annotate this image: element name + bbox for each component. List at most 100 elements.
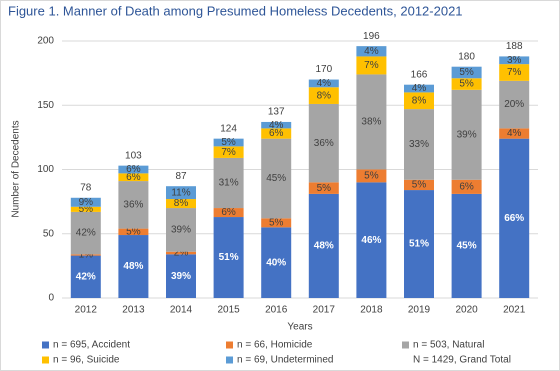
bar-segment (213, 146, 244, 158)
value-label: 42% (76, 271, 96, 282)
value-label: 4% (364, 46, 379, 57)
bar-segment (404, 109, 434, 180)
value-label: 5% (79, 204, 94, 215)
value-label: 4% (269, 120, 284, 131)
bar-segment (213, 217, 244, 298)
bar-segment (70, 197, 101, 207)
bar-segment (70, 254, 101, 256)
bar-segment (118, 235, 149, 298)
bar-segment (261, 121, 292, 129)
bar-segment (499, 80, 530, 129)
bar-segment (213, 138, 244, 147)
x-tick-label: 2020 (455, 305, 478, 316)
legend-swatch (226, 356, 233, 364)
bar-segment (451, 78, 482, 90)
total-label: 78 (80, 182, 92, 193)
value-label: 45% (457, 241, 477, 252)
value-label: 4% (412, 83, 427, 94)
value-label: 42% (76, 228, 96, 239)
value-label: 48% (123, 261, 143, 272)
value-label: 20% (504, 99, 524, 110)
bar-segment (499, 138, 530, 298)
value-label: 2% (174, 248, 189, 259)
bar-segment (213, 208, 244, 218)
y-tick-label: 0 (48, 293, 54, 304)
legend-swatch (42, 341, 49, 349)
legend-label: n = 66, Homicide (237, 340, 313, 351)
bar-segment (118, 165, 149, 174)
value-label: 8% (317, 90, 332, 101)
bar-segment (166, 254, 196, 298)
value-label: 9% (79, 197, 94, 208)
bar-segment (499, 64, 530, 81)
value-label: 6% (459, 181, 474, 192)
x-tick-label: 2016 (265, 305, 288, 316)
value-label: 7% (221, 147, 236, 158)
value-label: 5% (364, 171, 379, 182)
total-label: 166 (411, 69, 428, 80)
total-label: 196 (363, 31, 380, 42)
bar-segment (499, 56, 530, 65)
bar-segment (308, 193, 339, 298)
value-label: 6% (126, 172, 141, 183)
total-label: 170 (315, 64, 332, 75)
value-label: 4% (317, 78, 332, 89)
x-tick-label: 2014 (170, 305, 193, 316)
total-label: 87 (175, 171, 187, 182)
bar-segment (261, 227, 292, 298)
bar-segment (118, 228, 149, 236)
legend-note: N = 1429, Grand Total (413, 355, 511, 366)
legend-label: n = 96, Suicide (53, 355, 120, 366)
value-label: 39% (171, 225, 191, 236)
x-tick-label: 2021 (503, 305, 526, 316)
value-label: 5% (459, 79, 474, 90)
value-label: 51% (409, 239, 429, 250)
bar-segment (70, 255, 101, 298)
bar-segment (166, 199, 196, 209)
value-label: 4% (507, 128, 522, 139)
value-label: 31% (219, 178, 239, 189)
x-axis-label: Years (287, 322, 312, 333)
total-label: 180 (458, 51, 475, 62)
x-tick-label: 2017 (313, 305, 336, 316)
bar-segment (118, 173, 149, 182)
bar-segment (70, 206, 101, 212)
value-label: 5% (126, 226, 141, 237)
legend-swatch (226, 341, 233, 349)
bar-segment (451, 66, 482, 79)
bar-segment (356, 169, 387, 183)
total-label: 103 (125, 150, 142, 161)
bar-segment (404, 190, 434, 298)
bar-segment (356, 74, 387, 170)
value-label: 33% (409, 139, 429, 150)
total-label: 124 (220, 123, 237, 134)
bar-segment (261, 128, 292, 139)
bar-segment (308, 103, 339, 183)
legend-swatch (402, 341, 409, 349)
value-label: 1% (79, 250, 94, 261)
bar-segment (70, 211, 101, 255)
bar-segment (308, 79, 339, 88)
bar-segment (404, 179, 434, 191)
bar-segment (356, 46, 387, 57)
value-label: 3% (507, 55, 522, 66)
y-tick-label: 150 (37, 100, 54, 111)
x-tick-label: 2015 (217, 305, 240, 316)
value-label: 7% (364, 60, 379, 71)
bar-segment (213, 157, 244, 209)
bar-segment (166, 208, 196, 252)
value-label: 6% (269, 128, 284, 139)
total-label: 137 (268, 107, 285, 118)
value-label: 8% (412, 95, 427, 106)
y-tick-label: 100 (37, 164, 54, 175)
value-label: 6% (126, 164, 141, 175)
value-label: 45% (266, 173, 286, 184)
y-tick-label: 50 (43, 228, 55, 239)
chart-title: Figure 1. Manner of Death among Presumed… (8, 3, 463, 18)
value-label: 6% (221, 207, 236, 218)
value-label: 5% (459, 67, 474, 78)
x-tick-label: 2013 (122, 305, 145, 316)
value-label: 5% (221, 137, 236, 148)
bar-segment (499, 128, 530, 139)
bar-segment (404, 92, 434, 110)
